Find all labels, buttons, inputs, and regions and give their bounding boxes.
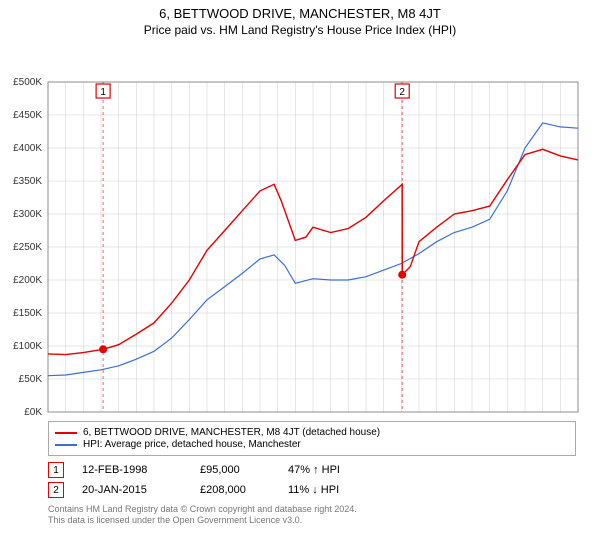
legend-swatch <box>55 432 77 434</box>
sale-marker <box>398 271 406 279</box>
ref-marker-2: 2 <box>399 87 405 98</box>
events-table: 1 12-FEB-1998 £95,000 47% ↑ HPI 2 20-JAN-2015… <box>48 462 576 498</box>
ref-marker-1: 1 <box>100 87 106 98</box>
event-price: £95,000 <box>200 464 270 476</box>
legend-label: HPI: Average price, detached house, Manc… <box>83 439 301 450</box>
chart-title-2: Price paid vs. HM Land Registry's House … <box>0 23 600 37</box>
attribution-footer: Contains HM Land Registry data © Crown c… <box>48 504 576 527</box>
event-date: 12-FEB-1998 <box>82 464 182 476</box>
event-price: £208,000 <box>200 484 270 496</box>
event-marker: 1 <box>48 462 64 478</box>
y-tick-label: £300K <box>13 209 42 220</box>
event-marker: 2 <box>48 482 64 498</box>
footer-line-1: Contains HM Land Registry data © Crown c… <box>48 504 576 515</box>
event-date: 20-JAN-2015 <box>82 484 182 496</box>
event-delta: 47% ↑ HPI <box>288 464 340 476</box>
event-delta: 11% ↓ HPI <box>288 484 339 496</box>
y-tick-label: £200K <box>13 275 42 286</box>
y-tick-label: £400K <box>13 143 42 154</box>
event-row: 1 12-FEB-1998 £95,000 47% ↑ HPI <box>48 462 576 478</box>
y-tick-label: £350K <box>13 176 42 187</box>
y-tick-label: £500K <box>13 77 42 88</box>
sale-marker <box>99 345 107 353</box>
y-tick-label: £50K <box>19 374 43 385</box>
y-tick-label: £0K <box>24 407 42 417</box>
y-tick-label: £150K <box>13 308 42 319</box>
legend-label: 6, BETTWOOD DRIVE, MANCHESTER, M8 4JT (d… <box>83 427 380 438</box>
chart-title-1: 6, BETTWOOD DRIVE, MANCHESTER, M8 4JT <box>0 6 600 21</box>
price-chart: £0K £50K £100K £150K £200K £250K £300K £350K £40… <box>0 37 600 417</box>
y-tick-label: £250K <box>13 242 42 253</box>
y-tick-label: £100K <box>13 341 42 352</box>
legend-item: 6, BETTWOOD DRIVE, MANCHESTER, M8 4JT (d… <box>55 427 569 438</box>
event-row: 2 20-JAN-2015 £208,000 11% ↓ HPI <box>48 482 576 498</box>
footer-line-2: This data is licensed under the Open Gov… <box>48 515 576 526</box>
legend-item: HPI: Average price, detached house, Manc… <box>55 439 569 450</box>
legend: 6, BETTWOOD DRIVE, MANCHESTER, M8 4JT (d… <box>48 421 576 456</box>
y-tick-label: £450K <box>13 110 42 121</box>
legend-swatch <box>55 444 77 446</box>
